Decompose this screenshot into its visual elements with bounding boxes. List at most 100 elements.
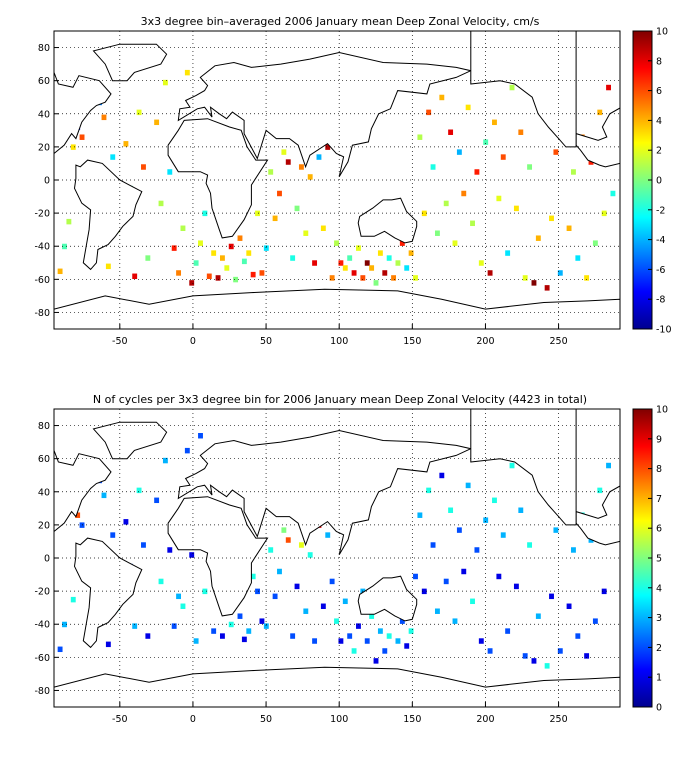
data-cell xyxy=(342,598,348,605)
data-cell xyxy=(132,623,138,629)
data-cell xyxy=(329,275,335,281)
data-cell xyxy=(518,507,524,513)
data-cell xyxy=(448,129,454,135)
data-cell xyxy=(395,638,401,644)
cycles-title: N of cycles per 3x3 degree bin for 2006 … xyxy=(93,393,587,406)
data-cell xyxy=(557,648,563,654)
x-tick-label: -50 xyxy=(112,714,128,725)
colorbar-tick-label: 2 xyxy=(656,146,662,157)
y-tick-label: 0 xyxy=(44,554,50,565)
data-cell xyxy=(478,260,484,266)
y-tick-label: -20 xyxy=(34,587,50,598)
data-cell xyxy=(601,210,607,217)
data-cell xyxy=(202,588,208,595)
data-cell xyxy=(154,497,160,504)
data-cell xyxy=(531,658,537,664)
data-cell xyxy=(575,255,581,261)
data-cell xyxy=(434,608,440,614)
data-cell xyxy=(571,169,576,175)
y-tick-label: 20 xyxy=(38,142,50,153)
y-tick-label: 60 xyxy=(38,76,50,87)
colorbar-tick-label: 1 xyxy=(656,673,662,684)
coastline xyxy=(54,409,620,707)
data-cell xyxy=(312,260,318,266)
data-cell xyxy=(571,547,576,553)
data-cell xyxy=(338,638,344,644)
data-cell xyxy=(377,628,383,634)
data-cell xyxy=(505,250,511,256)
data-cell xyxy=(527,542,533,548)
data-cell xyxy=(483,517,489,523)
y-tick-label: 40 xyxy=(38,109,50,120)
data-cell xyxy=(158,578,164,585)
data-cell xyxy=(487,648,493,654)
data-cell xyxy=(325,144,331,150)
data-cell xyxy=(285,537,291,543)
data-cell xyxy=(250,271,256,278)
data-cell xyxy=(509,84,515,91)
data-cell xyxy=(228,621,234,628)
colorbar-tick-label: -8 xyxy=(656,295,665,306)
data-cell xyxy=(211,250,217,256)
data-cell xyxy=(549,593,554,600)
data-cell xyxy=(110,532,116,538)
continent-outline xyxy=(177,429,473,555)
data-cell xyxy=(522,653,528,659)
data-cell xyxy=(369,613,375,619)
colorbar-tick-label: 4 xyxy=(656,583,662,594)
coastline xyxy=(54,31,620,329)
data-cell xyxy=(105,263,111,270)
colorbar-tick-label: 8 xyxy=(656,56,662,67)
data-cell xyxy=(566,603,572,609)
colorbar-tick-label: 6 xyxy=(656,524,662,535)
data-cell xyxy=(316,154,322,160)
data-cell xyxy=(228,243,234,250)
data-cell xyxy=(184,69,190,76)
data-cell xyxy=(171,623,177,629)
data-cell xyxy=(443,200,449,207)
colorbar-tick-label: 3 xyxy=(656,613,662,624)
x-tick-label: 50 xyxy=(260,336,272,347)
data-cell xyxy=(535,235,541,241)
data-cell xyxy=(101,114,107,121)
data-cell xyxy=(351,270,357,276)
data-cell xyxy=(553,149,559,155)
data-cell xyxy=(518,129,524,135)
continent-outline xyxy=(54,72,112,155)
velocity-title: 3x3 degree bin–averaged 2006 January mea… xyxy=(141,15,540,28)
data-cell xyxy=(57,268,63,275)
data-cell xyxy=(180,225,186,231)
data-cell xyxy=(132,273,138,280)
data-cell xyxy=(224,265,230,271)
data-cell xyxy=(592,618,598,624)
data-cell xyxy=(417,512,423,518)
data-cell xyxy=(592,240,598,246)
colorbar-tick-label: 10 xyxy=(656,405,668,416)
data-cell xyxy=(259,618,265,624)
data-cell xyxy=(246,250,252,256)
x-tick-label: 200 xyxy=(476,336,494,347)
data-cell xyxy=(404,265,410,271)
continent-outline xyxy=(54,450,112,533)
data-cell xyxy=(193,638,199,644)
data-cell xyxy=(325,532,331,538)
data-cell xyxy=(290,255,296,261)
data-cell xyxy=(527,164,533,170)
data-cell xyxy=(408,628,414,634)
data-cell xyxy=(250,573,256,580)
data-cell xyxy=(105,641,111,648)
data-cell xyxy=(413,573,418,580)
continent-outline xyxy=(357,197,418,244)
data-cell xyxy=(386,633,392,639)
data-cell xyxy=(263,623,269,629)
data-cell xyxy=(123,141,129,147)
x-tick-label: 0 xyxy=(190,714,196,725)
data-cell xyxy=(456,527,462,533)
data-cell xyxy=(377,250,383,256)
data-cell xyxy=(79,134,85,140)
colorbar-tick-label: 8 xyxy=(656,464,662,475)
data-cell xyxy=(557,270,563,276)
data-cell xyxy=(434,230,440,236)
continent-outline xyxy=(92,43,168,82)
